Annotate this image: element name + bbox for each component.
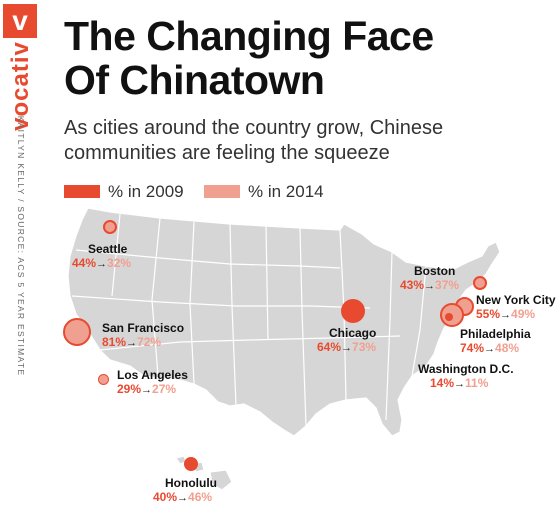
city-name: New York City <box>476 293 556 307</box>
city-values: 55%→49% <box>476 307 556 323</box>
city-values: 43%→37% <box>400 278 459 294</box>
arrow-icon: → <box>341 342 353 354</box>
pct-2014: 48% <box>495 341 520 355</box>
honolulu-marker <box>184 457 198 471</box>
city-name: Honolulu <box>165 476 217 490</box>
seattle-marker <box>103 220 117 234</box>
subtitle: As cities around the country grow, Chine… <box>64 116 544 166</box>
pct-2014: 46% <box>188 490 213 504</box>
city-label-los-angeles: Los Angeles 29%→27% <box>117 368 188 398</box>
arrow-icon: → <box>454 378 466 390</box>
vocativ-logo: v <box>3 4 37 38</box>
chicago-marker <box>341 299 365 323</box>
city-label-philadelphia: Philadelphia 74%→48% <box>460 327 531 357</box>
pct-2014: 32% <box>107 256 132 270</box>
boston-marker <box>473 276 487 290</box>
pct-2014: 72% <box>137 335 162 349</box>
title-line-1: The Changing Face <box>64 13 434 59</box>
city-values: 40%→46% <box>153 490 217 506</box>
city-values: 29%→27% <box>117 382 188 398</box>
subtitle-line-1: As cities around the country grow, Chine… <box>64 117 444 139</box>
city-name: Seattle <box>88 242 128 256</box>
city-name: Chicago <box>329 326 377 340</box>
arrow-icon: → <box>126 337 138 349</box>
city-label-washington-dc: Washington D.C. 14%→11% <box>418 362 514 392</box>
pct-2014: 73% <box>352 340 377 354</box>
city-values: 64%→73% <box>317 340 376 356</box>
city-label-seattle: Seattle 44%→32% <box>72 242 131 272</box>
city-name: Boston <box>414 264 456 278</box>
sidebar: v vocativ KAITLYN KELLY / SOURCE: ACS 5 … <box>0 0 40 521</box>
pct-2014: 11% <box>465 376 489 390</box>
pct-2014: 27% <box>152 382 177 396</box>
arrow-icon: → <box>177 492 189 504</box>
washington-dc-marker <box>445 313 453 321</box>
arrow-icon: → <box>96 258 108 270</box>
arrow-icon: → <box>424 280 436 292</box>
legend-label-2014: % in 2014 <box>248 182 324 201</box>
arrow-icon: → <box>141 384 153 396</box>
logo-letter: v <box>12 5 28 36</box>
city-label-new-york-city: New York City 55%→49% <box>476 293 556 323</box>
pct-2014: 49% <box>511 307 536 321</box>
pct-2009: 74% <box>460 341 485 355</box>
city-label-boston: Boston 43%→37% <box>400 264 459 294</box>
pct-2014: 37% <box>435 278 460 292</box>
san-francisco-marker <box>63 318 91 346</box>
city-name: Philadelphia <box>460 327 531 341</box>
los-angeles-marker <box>98 374 109 385</box>
city-values: 74%→48% <box>460 341 531 357</box>
subtitle-line-2: communities are feeling the squeeze <box>64 142 390 164</box>
source-credit: KAITLYN KELLY / SOURCE: ACS 5 YEAR ESTIM… <box>16 115 26 377</box>
legend-swatch-2014 <box>204 185 240 198</box>
us-map <box>67 207 501 491</box>
pct-2009: 55% <box>476 307 501 321</box>
city-name: Washington D.C. <box>418 362 514 376</box>
city-label-chicago: Chicago 64%→73% <box>317 326 376 356</box>
pct-2009: 64% <box>317 340 342 354</box>
pct-2009: 40% <box>153 490 178 504</box>
city-label-san-francisco: San Francisco 81%→72% <box>102 321 184 351</box>
city-values: 14%→11% <box>418 376 514 392</box>
city-values: 44%→32% <box>72 256 131 272</box>
page-title: The Changing Face Of Chinatown <box>64 14 434 102</box>
title-line-2: Of Chinatown <box>64 57 325 103</box>
city-values: 81%→72% <box>102 335 184 351</box>
pct-2009: 43% <box>400 278 425 292</box>
arrow-icon: → <box>500 309 512 321</box>
city-name: San Francisco <box>102 321 185 335</box>
pct-2009: 81% <box>102 335 127 349</box>
legend-swatch-2009 <box>64 185 100 198</box>
pct-2009: 44% <box>72 256 97 270</box>
pct-2009: 14% <box>430 376 455 390</box>
arrow-icon: → <box>484 343 496 355</box>
pct-2009: 29% <box>117 382 142 396</box>
city-name: Los Angeles <box>117 368 188 382</box>
legend-label-2009: % in 2009 <box>108 182 184 201</box>
city-label-honolulu: Honolulu 40%→46% <box>153 476 217 506</box>
state-borders <box>71 213 427 427</box>
